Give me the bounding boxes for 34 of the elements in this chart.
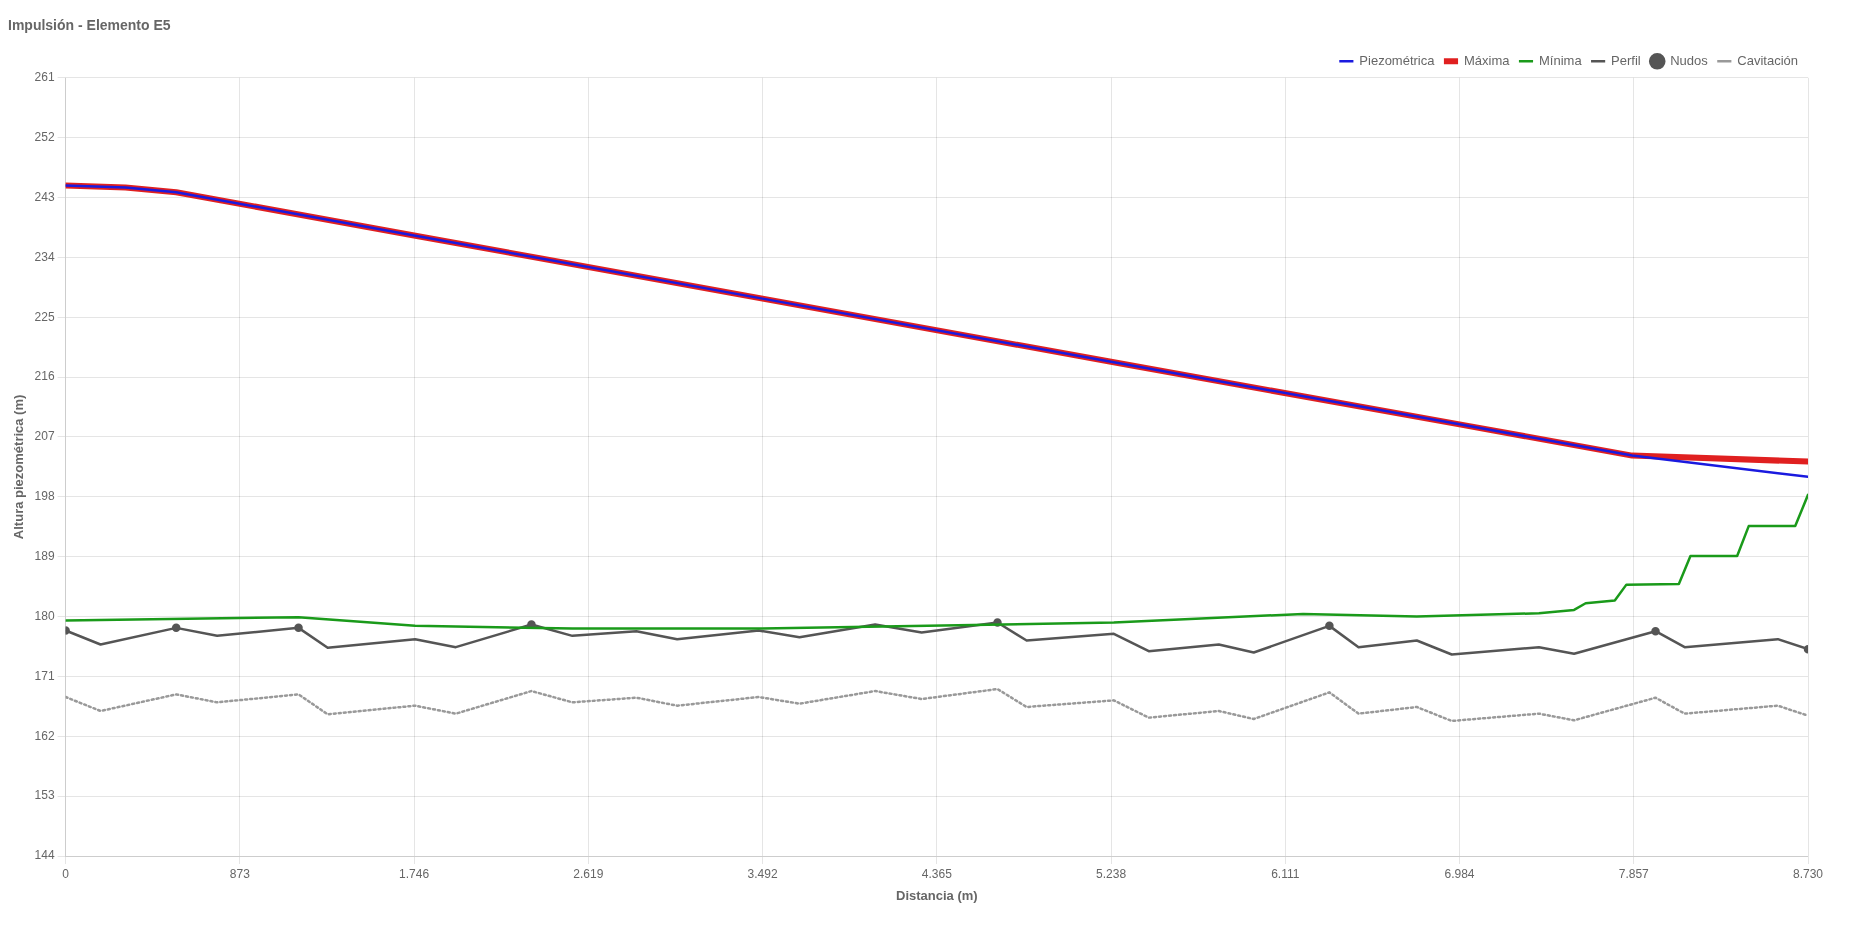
- y-tick-label: 216: [34, 369, 55, 384]
- y-tick-label: 198: [34, 489, 55, 504]
- x-tick-label: 0: [62, 866, 70, 881]
- legend-label: Perfil: [1611, 52, 1641, 68]
- legend-label: Máxima: [1463, 52, 1511, 68]
- x-tick-label: 3.492: [747, 866, 778, 881]
- legend-label: Piezométrica: [1359, 52, 1436, 68]
- y-tick-label: 180: [34, 608, 55, 623]
- y-tick-label: 234: [34, 249, 55, 264]
- y-tick-label: 189: [34, 549, 55, 563]
- y-tick-label: 225: [34, 309, 55, 324]
- x-tick-label: 6.984: [1444, 866, 1475, 881]
- x-tick-label: 5.238: [1096, 866, 1127, 881]
- y-axis-title: Altura piezométrica (m): [11, 394, 27, 540]
- y-tick-label: 153: [34, 788, 55, 803]
- y-tick-label: 243: [34, 189, 55, 204]
- x-tick-label: 4.365: [921, 866, 953, 881]
- legend-label: Cavitación: [1737, 52, 1799, 68]
- y-tick-label: 252: [34, 129, 55, 144]
- chart-title: Impulsión - Elemento E5: [8, 17, 171, 34]
- legend-label: Nudos: [1670, 52, 1709, 68]
- y-tick-label: 162: [34, 728, 55, 743]
- x-tick-label: 6.111: [1271, 866, 1300, 881]
- y-tick-label: 144: [34, 848, 55, 863]
- x-tick-label: 2.619: [573, 866, 604, 881]
- y-tick-label: 261: [34, 70, 55, 85]
- x-tick-label: 1.746: [399, 866, 430, 881]
- legend-label: Mínima: [1538, 52, 1583, 68]
- y-tick-label: 171: [34, 668, 55, 683]
- y-tick-label: 207: [34, 429, 55, 444]
- x-tick-label: 873: [229, 866, 251, 881]
- x-tick-label: 8.730: [1792, 866, 1824, 881]
- x-tick-label: 7.857: [1618, 866, 1650, 881]
- x-axis-title: Distancia (m): [895, 887, 978, 903]
